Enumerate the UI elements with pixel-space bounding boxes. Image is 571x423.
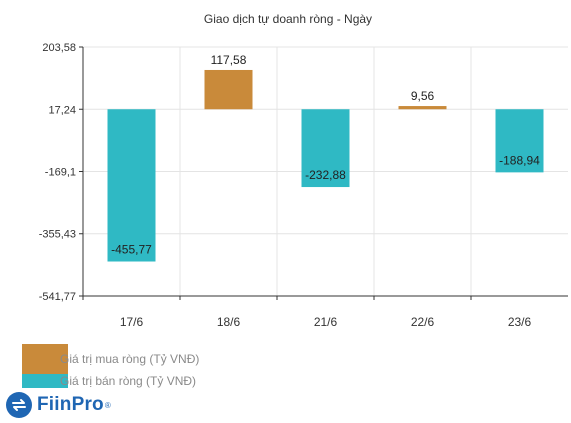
- x-tick-label: 22/6: [411, 315, 435, 329]
- chart-title: Giao dịch tự doanh ròng - Ngày: [204, 12, 372, 26]
- bar-22-6: [398, 106, 447, 110]
- bars: -455,77 117,58 -232,88 9,56 -188,94: [107, 53, 544, 262]
- x-tick-label: 17/6: [120, 315, 144, 329]
- data-label: -455,77: [111, 243, 152, 257]
- brand-name: FiinPro: [37, 394, 104, 415]
- legend-label-sell: Giá trị bán ròng (Tỷ VNĐ): [60, 374, 197, 388]
- bar-21-6: [301, 109, 350, 188]
- y-tick-label: -541,77: [39, 291, 76, 303]
- fiinpro-logo: FiinPro ®: [6, 392, 111, 418]
- legend-item-buy[interactable]: Giá trị mua ròng (Tỷ VNĐ): [22, 344, 199, 374]
- brand-mark: ®: [104, 400, 111, 410]
- legend-label-buy: Giá trị mua ròng (Tỷ VNĐ): [60, 352, 200, 366]
- bar-17-6: [107, 109, 156, 262]
- x-tick-label: 18/6: [217, 315, 241, 329]
- bar-23-6: [495, 109, 544, 173]
- data-label: 9,56: [411, 89, 435, 103]
- data-label: 117,58: [211, 53, 247, 67]
- legend-swatch-sell: [22, 374, 68, 388]
- fiinpro-logo-icon: [6, 392, 32, 418]
- x-tick-label: 23/6: [508, 315, 532, 329]
- legend-swatch-buy: [22, 344, 68, 374]
- y-tick-label: 17,24: [48, 104, 76, 116]
- y-tick-label: -355,43: [39, 229, 76, 241]
- axes: 203,58 17,24 -169,1 -355,43 -541,77 17/6 18/6 2…: [39, 42, 568, 329]
- legend: Giá trị mua ròng (Tỷ VNĐ) Giá trị bán rò…: [22, 344, 199, 388]
- y-tick-label: 203,58: [42, 42, 76, 54]
- x-tick-label: 21/6: [314, 315, 338, 329]
- y-tick-label: -169,1: [45, 167, 76, 179]
- data-label: -188,94: [499, 153, 540, 167]
- data-label: -232,88: [305, 168, 346, 182]
- net-proprietary-trading-chart: Giao dịch tự doanh ròng - Ngày 203,58 17,…: [39, 12, 568, 329]
- bar-18-6: [204, 69, 253, 110]
- legend-item-sell[interactable]: Giá trị bán ròng (Tỷ VNĐ): [22, 374, 199, 388]
